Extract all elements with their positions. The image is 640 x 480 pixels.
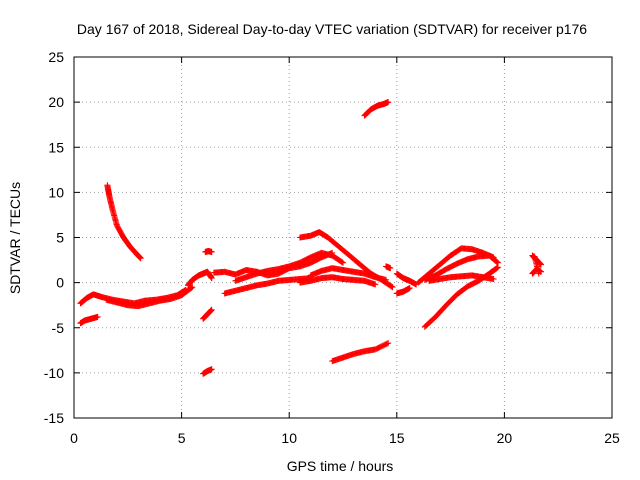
x-tick-label: 15 [389, 430, 405, 446]
grid-lines [74, 57, 612, 418]
series-arc-07 [200, 306, 215, 322]
data-points [77, 99, 544, 377]
x-tick-label: 20 [497, 430, 513, 446]
y-tick-label: -10 [44, 365, 64, 381]
data-point [384, 340, 391, 347]
series-arc-23 [421, 264, 501, 330]
y-tick-label: -5 [52, 320, 65, 336]
x-tick-label: 25 [604, 430, 620, 446]
data-point [208, 248, 215, 255]
x-axis-tick-labels: 0 5 10 15 20 25 [70, 430, 620, 446]
data-point [208, 306, 215, 313]
axis-ticks [73, 56, 613, 419]
series-arc-03 [103, 284, 196, 310]
y-tick-label: 5 [56, 230, 64, 246]
series-arc-11 [232, 249, 346, 284]
data-point [372, 281, 379, 288]
data-point [208, 366, 215, 373]
series-arc-14 [296, 274, 379, 288]
y-tick-label: 15 [48, 139, 64, 155]
data-point [339, 259, 346, 266]
series-arc-01 [77, 313, 101, 327]
chart-title: Day 167 of 2018, Sidereal Day-to-day VTE… [77, 21, 587, 37]
data-point [490, 276, 497, 283]
x-tick-label: 0 [70, 430, 78, 446]
x-tick-label: 10 [281, 430, 297, 446]
x-tick-label: 5 [178, 430, 186, 446]
series-arc-06 [202, 248, 215, 255]
x-axis-label: GPS time / hours [287, 458, 394, 474]
y-tick-label: 10 [48, 184, 64, 200]
data-point [389, 284, 396, 291]
series-arc-08 [200, 366, 215, 377]
series-arc-09 [210, 249, 336, 279]
series-arc-17 [361, 99, 392, 119]
data-point [494, 259, 501, 266]
data-point [387, 265, 394, 272]
y-tick-label: 0 [56, 275, 64, 291]
data-point [383, 276, 390, 283]
data-point [493, 265, 500, 272]
series-arc-26 [531, 253, 542, 277]
data-point [340, 259, 346, 266]
data-point [208, 275, 215, 282]
y-tick-label: 20 [48, 94, 64, 110]
series-arc-05 [185, 268, 215, 289]
series-arc-18 [393, 270, 420, 288]
data-point [188, 284, 195, 291]
data-point [494, 264, 501, 271]
series-arc-04 [104, 182, 144, 262]
series-arc-16 [329, 340, 392, 365]
data-point [385, 340, 392, 347]
data-point [385, 99, 392, 106]
y-axis-label: SDTVAR / TECUs [7, 182, 23, 294]
y-tick-label: 25 [48, 49, 64, 65]
data-point [406, 285, 413, 292]
data-point [189, 284, 196, 291]
series-arc-13 [307, 265, 390, 283]
series-arc-19 [393, 285, 413, 297]
y-axis-tick-labels: -15 -10 -5 0 5 10 15 20 25 [44, 49, 64, 426]
data-point [94, 313, 101, 320]
data-point [137, 255, 144, 262]
data-point [388, 283, 395, 290]
data-point [535, 270, 542, 277]
data-point [493, 258, 500, 265]
series-arc-12 [296, 229, 396, 291]
data-point [494, 264, 501, 271]
series-arc-15 [383, 263, 394, 272]
y-tick-label: -15 [44, 410, 64, 426]
